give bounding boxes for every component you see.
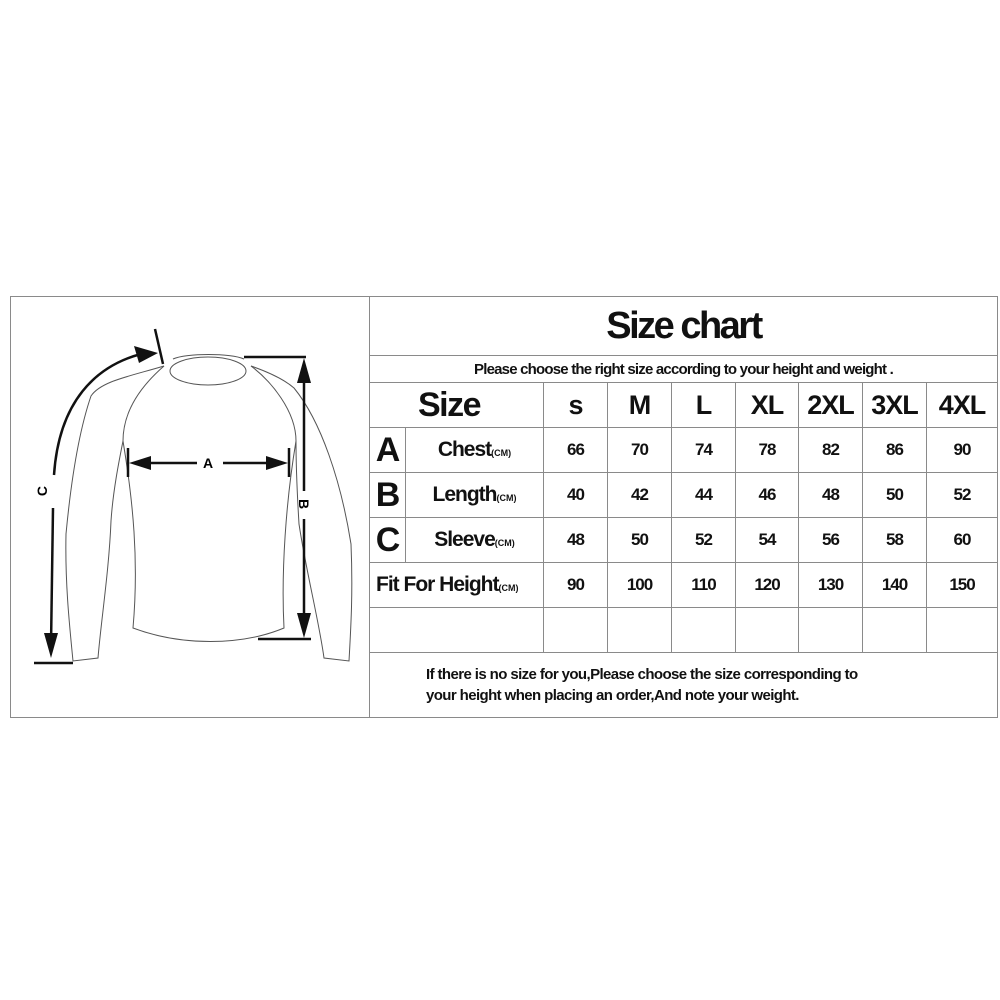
label-a: A — [203, 455, 213, 471]
shirt-right-sleeve-outline — [250, 365, 353, 662]
label-text: Sleeve — [434, 528, 496, 551]
unit: (CM) — [491, 448, 512, 458]
cell: 42 — [607, 472, 672, 518]
label-text: Length — [432, 483, 498, 506]
cell — [607, 607, 672, 653]
table-row: B Length(CM) 40 42 44 46 48 50 52 — [369, 472, 998, 518]
size-header: Size — [369, 382, 544, 428]
row-label: Length(CM) — [405, 472, 544, 518]
label-b: B — [296, 499, 312, 509]
size-col: L — [671, 382, 736, 428]
header-row: Size s M L XL 2XL 3XL 4XL — [369, 382, 998, 428]
shirt-diagram-panel: A B C — [10, 296, 369, 718]
size-note: If there is no size for you,Please choos… — [369, 652, 998, 718]
cell — [671, 607, 736, 653]
cell: 130 — [798, 562, 863, 608]
empty-row — [369, 607, 998, 653]
cell: 46 — [735, 472, 799, 518]
cell: 90 — [926, 427, 998, 473]
cell — [862, 607, 927, 653]
unit: (CM) — [494, 538, 515, 548]
label-text: Chest — [437, 438, 492, 461]
shirt-body-outline — [122, 365, 297, 642]
row-letter: B — [369, 472, 406, 518]
cell: 86 — [862, 427, 927, 473]
cell: 120 — [735, 562, 799, 608]
unit: (CM) — [498, 583, 519, 593]
table-row: A Chest(CM) 66 70 74 78 82 86 90 — [369, 427, 998, 473]
cell: 78 — [735, 427, 799, 473]
cell: 74 — [671, 427, 736, 473]
size-chart-table: Size chart Please choose the right size … — [369, 296, 998, 718]
cell: 56 — [798, 517, 863, 563]
cell: 54 — [735, 517, 799, 563]
cell: 40 — [543, 472, 608, 518]
chart-subtitle: Please choose the right size according t… — [369, 355, 998, 383]
cell — [543, 607, 608, 653]
cell: 82 — [798, 427, 863, 473]
cell: 66 — [543, 427, 608, 473]
cell — [735, 607, 799, 653]
cell: 140 — [862, 562, 927, 608]
cell: 50 — [607, 517, 672, 563]
cell: 52 — [926, 472, 998, 518]
shirt-left-sleeve-outline — [65, 365, 165, 662]
cell: 70 — [607, 427, 672, 473]
label-text: Fit For Height — [376, 573, 499, 596]
row-letter: A — [369, 427, 406, 473]
cell: 150 — [926, 562, 998, 608]
cell: 44 — [671, 472, 736, 518]
chart-title: Size chart — [369, 296, 998, 356]
cell: 110 — [671, 562, 736, 608]
cell — [798, 607, 863, 653]
size-col: XL — [735, 382, 799, 428]
table-row: C Sleeve(CM) 48 50 52 54 56 58 60 — [369, 517, 998, 563]
fit-height-row: Fit For Height(CM) 90 100 110 120 130 14… — [369, 562, 998, 608]
size-col: 4XL — [926, 382, 998, 428]
size-col: s — [543, 382, 608, 428]
cell: 48 — [798, 472, 863, 518]
row-label: Fit For Height(CM) — [369, 562, 544, 608]
label-c: C — [34, 486, 50, 496]
cell: 48 — [543, 517, 608, 563]
cell: 52 — [671, 517, 736, 563]
cell — [369, 607, 544, 653]
size-col: 2XL — [798, 382, 863, 428]
cell: 100 — [607, 562, 672, 608]
cell: 60 — [926, 517, 998, 563]
row-label: Sleeve(CM) — [405, 517, 544, 563]
note-line-2: your height when placing an order,And no… — [426, 687, 799, 704]
note-line-1: If there is no size for you,Please choos… — [426, 666, 858, 683]
cell: 58 — [862, 517, 927, 563]
size-col: 3XL — [862, 382, 927, 428]
cell: 90 — [543, 562, 608, 608]
cell: 50 — [862, 472, 927, 518]
unit: (CM) — [496, 493, 517, 503]
cell — [926, 607, 998, 653]
shirt-collar — [169, 356, 247, 386]
row-letter: C — [369, 517, 406, 563]
shirt-diagram: A B C — [34, 328, 353, 665]
row-label: Chest(CM) — [405, 427, 544, 473]
size-col: M — [607, 382, 672, 428]
